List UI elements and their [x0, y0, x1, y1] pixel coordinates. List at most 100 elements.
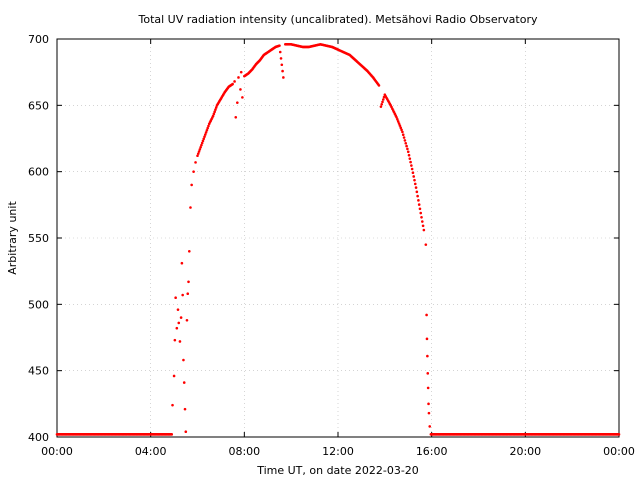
data-point: [427, 402, 430, 406]
data-point: [170, 433, 174, 436]
data-point: [179, 316, 183, 319]
data-point: [182, 381, 186, 384]
data-point: [403, 139, 407, 142]
data-point: [182, 358, 185, 362]
data-point: [406, 150, 410, 154]
data-point: [212, 112, 216, 116]
data-point: [207, 124, 210, 128]
data-point: [278, 44, 281, 47]
data-point: [281, 69, 284, 73]
data-point: [411, 171, 415, 175]
data-point: [236, 101, 239, 104]
data-point: [395, 115, 398, 119]
data-point: [189, 206, 192, 209]
x-tick-label: 08:00: [228, 445, 260, 458]
data-point: [175, 326, 179, 330]
data-point: [425, 313, 428, 317]
data-point: [231, 82, 234, 86]
y-tick-label: 650: [28, 99, 49, 112]
data-point: [379, 105, 383, 108]
data-point: [401, 133, 405, 137]
y-tick-label: 400: [28, 431, 49, 444]
data-point: [196, 154, 199, 158]
data-point: [239, 88, 242, 91]
x-tick-label: 00:00: [41, 445, 73, 458]
data-point: [426, 386, 430, 390]
y-tick-label: 550: [28, 232, 49, 245]
data-point: [241, 96, 244, 99]
x-tick-label: 04:00: [135, 445, 167, 458]
data-point: [204, 131, 208, 134]
data-point: [279, 57, 283, 60]
data-point: [421, 224, 425, 228]
x-axis-label: Time UT, on date 2022-03-20: [256, 464, 419, 477]
data-point: [211, 114, 215, 118]
data-point: [426, 354, 429, 358]
data-point: [188, 249, 191, 253]
data-point: [428, 425, 432, 428]
x-tick-label: 00:00: [603, 445, 635, 458]
data-point: [198, 148, 202, 151]
data-point: [377, 84, 381, 87]
data-point: [413, 178, 416, 182]
data-point: [381, 98, 385, 101]
data-point: [396, 118, 399, 121]
data-point: [421, 220, 424, 223]
data-point: [206, 126, 209, 130]
data-point: [280, 63, 284, 67]
data-point: [194, 161, 197, 164]
data-point: [413, 182, 417, 186]
data-point: [427, 411, 431, 415]
data-point: [213, 110, 216, 113]
data-point: [196, 152, 200, 155]
data-point: [214, 108, 217, 111]
data-point: [412, 175, 416, 178]
x-tick-label: 16:00: [416, 445, 448, 458]
data-point: [406, 147, 409, 151]
y-tick-label: 600: [28, 166, 49, 179]
y-tick-label: 700: [28, 33, 49, 46]
data-point: [199, 145, 202, 149]
data-point: [177, 321, 181, 325]
data-point: [200, 143, 203, 147]
data-point: [396, 120, 400, 123]
data-points: [55, 43, 621, 436]
axis-ticks: 00:00 04:00 08:00 12:00 16:00 20:00 00:0040045…: [28, 33, 635, 458]
data-point: [184, 430, 188, 433]
data-point: [185, 318, 189, 322]
data-point: [233, 80, 236, 83]
grid-lines: [57, 39, 619, 437]
data-point: [234, 115, 238, 119]
data-point: [426, 372, 430, 375]
data-point: [187, 280, 190, 284]
data-point: [415, 190, 419, 194]
data-point: [422, 228, 426, 232]
data-point: [424, 243, 428, 246]
chart-title: Total UV radiation intensity (uncalibrat…: [138, 13, 538, 26]
data-point: [402, 136, 406, 139]
data-point: [400, 128, 403, 132]
data-point: [190, 183, 193, 187]
data-point: [417, 199, 420, 202]
data-point: [408, 157, 412, 160]
data-point: [214, 106, 218, 109]
data-point: [425, 337, 429, 341]
data-point: [183, 407, 187, 411]
data-point: [282, 76, 285, 79]
data-point: [417, 203, 421, 206]
data-point: [192, 170, 195, 173]
data-point: [380, 102, 384, 106]
data-point: [172, 374, 176, 378]
data-point: [407, 153, 411, 157]
data-point: [617, 433, 621, 436]
data-point: [398, 124, 402, 127]
data-point: [416, 194, 419, 198]
data-point: [414, 186, 418, 189]
data-point: [186, 292, 190, 296]
data-point: [202, 137, 206, 141]
data-point: [173, 338, 177, 342]
data-point: [410, 167, 414, 171]
data-point: [401, 130, 404, 134]
x-tick-label: 20:00: [509, 445, 541, 458]
